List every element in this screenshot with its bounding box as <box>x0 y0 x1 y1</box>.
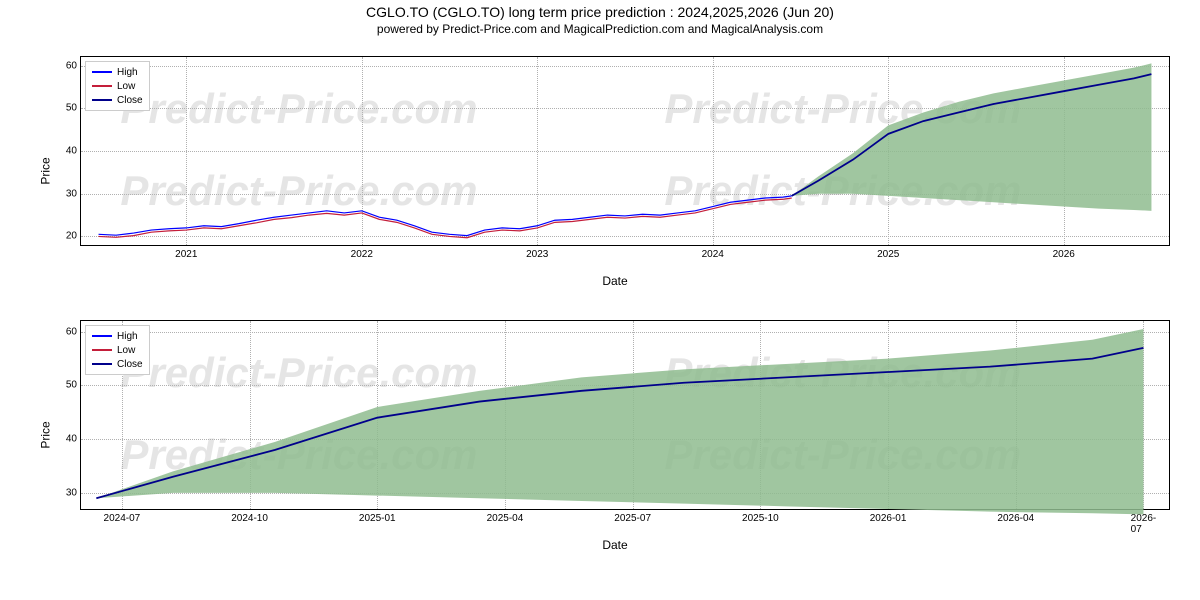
x-tick-label: 2025-04 <box>487 513 524 524</box>
legend-label: Close <box>117 359 143 370</box>
legend-color-swatch <box>92 363 112 365</box>
y-tick-label: 30 <box>66 487 77 498</box>
legend-label: Low <box>117 81 135 92</box>
legend-color-swatch <box>92 349 112 351</box>
legend-item: High <box>92 65 143 79</box>
legend-item: Close <box>92 357 143 371</box>
y-tick-label: 60 <box>66 326 77 337</box>
y-axis-label: Price <box>39 421 53 448</box>
legend-color-swatch <box>92 71 112 73</box>
x-tick-label: 2023 <box>526 249 548 260</box>
legend-item: Close <box>92 93 143 107</box>
legend-color-swatch <box>92 335 112 337</box>
legend-color-swatch <box>92 99 112 101</box>
high-line <box>99 196 792 236</box>
x-tick-label: 2026-07 <box>1131 513 1157 535</box>
legend-item: High <box>92 329 143 343</box>
legend-item: Low <box>92 343 143 357</box>
x-tick-label: 2024 <box>702 249 724 260</box>
legend-label: Low <box>117 345 135 356</box>
x-tick-label: 2026-04 <box>997 513 1034 524</box>
y-axis-label: Price <box>39 157 53 184</box>
bottom-plot-area: HighLowClose 304050602024-072024-102025-… <box>80 320 1170 510</box>
y-tick-label: 40 <box>66 434 77 445</box>
y-tick-label: 20 <box>66 231 77 242</box>
legend-label: High <box>117 67 138 78</box>
legend-box: High Low Close <box>85 61 150 111</box>
top-chart: Price Date HighLowClose 2030405060202120… <box>50 56 1180 286</box>
x-tick-label: 2022 <box>351 249 373 260</box>
prediction-area <box>96 329 1143 514</box>
y-tick-label: 40 <box>66 146 77 157</box>
chart-svg <box>81 57 1169 245</box>
x-axis-label: Date <box>602 538 627 552</box>
legend-item: Low <box>92 79 143 93</box>
y-tick-label: 50 <box>66 103 77 114</box>
x-tick-label: 2025-10 <box>742 513 779 524</box>
legend-label: Close <box>117 95 143 106</box>
chart-container: CGLO.TO (CGLO.TO) long term price predic… <box>0 0 1200 600</box>
chart-svg <box>81 321 1169 509</box>
x-tick-label: 2021 <box>175 249 197 260</box>
legend-box: High Low Close <box>85 325 150 375</box>
x-tick-label: 2024-10 <box>231 513 268 524</box>
chart-title: CGLO.TO (CGLO.TO) long term price predic… <box>0 0 1200 20</box>
x-tick-label: 2024-07 <box>104 513 141 524</box>
x-tick-label: 2026-01 <box>870 513 907 524</box>
x-axis-label: Date <box>602 274 627 288</box>
x-tick-label: 2025-01 <box>359 513 396 524</box>
chart-subtitle: powered by Predict-Price.com and Magical… <box>0 20 1200 36</box>
legend-color-swatch <box>92 85 112 87</box>
low-line <box>99 198 792 238</box>
x-tick-label: 2026 <box>1053 249 1075 260</box>
x-tick-label: 2025-07 <box>614 513 651 524</box>
bottom-chart: Price Date HighLowClose 304050602024-072… <box>50 320 1180 550</box>
y-tick-label: 50 <box>66 380 77 391</box>
y-tick-label: 30 <box>66 188 77 199</box>
x-tick-label: 2025 <box>877 249 899 260</box>
legend-label: High <box>117 331 138 342</box>
y-tick-label: 60 <box>66 60 77 71</box>
top-plot-area: HighLowClose 203040506020212022202320242… <box>80 56 1170 246</box>
